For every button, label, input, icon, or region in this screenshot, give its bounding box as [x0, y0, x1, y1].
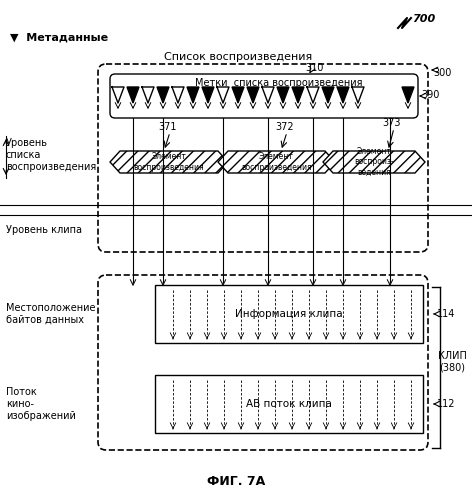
Polygon shape — [218, 151, 335, 173]
Text: 372: 372 — [276, 122, 295, 132]
Text: Элемент
воспроиз-
ведения: Элемент воспроиз- ведения — [354, 147, 394, 177]
Polygon shape — [232, 87, 244, 103]
Polygon shape — [127, 87, 139, 103]
Text: КЛИП
(380): КЛИП (380) — [438, 351, 466, 373]
Polygon shape — [202, 87, 214, 103]
Text: АВ поток клипа: АВ поток клипа — [246, 399, 332, 409]
Text: Поток
кино-
изображений: Поток кино- изображений — [6, 387, 76, 421]
Polygon shape — [322, 87, 334, 103]
Polygon shape — [187, 87, 199, 103]
Text: Элемент
воспроизведения: Элемент воспроизведения — [134, 152, 204, 172]
Bar — [155, 285, 423, 343]
Polygon shape — [157, 87, 169, 103]
Text: 371: 371 — [159, 122, 177, 132]
Text: 112: 112 — [437, 399, 455, 409]
Text: 114: 114 — [437, 309, 455, 319]
Polygon shape — [110, 151, 228, 173]
Text: Метки  списка воспроизведения: Метки списка воспроизведения — [195, 78, 362, 88]
Text: Элемент
воспроизведения: Элемент воспроизведения — [241, 152, 312, 172]
Bar — [155, 375, 423, 433]
Text: 300: 300 — [433, 68, 451, 78]
Polygon shape — [402, 87, 414, 103]
Text: 373: 373 — [383, 118, 401, 128]
Polygon shape — [277, 87, 289, 103]
Text: 700: 700 — [412, 14, 435, 24]
Polygon shape — [337, 87, 349, 103]
Text: Информация клипа: Информация клипа — [235, 309, 343, 319]
Text: Местоположение
байтов данных: Местоположение байтов данных — [6, 303, 95, 325]
Text: Уровень
списка
воспроизведения: Уровень списка воспроизведения — [6, 138, 96, 172]
Text: ▼  Метаданные: ▼ Метаданные — [10, 32, 108, 42]
Polygon shape — [292, 87, 304, 103]
Text: Список воспроизведения: Список воспроизведения — [164, 52, 312, 62]
Text: 390: 390 — [421, 90, 439, 100]
Polygon shape — [323, 151, 425, 173]
Text: ФИГ. 7А: ФИГ. 7А — [207, 475, 265, 488]
Text: Уровень клипа: Уровень клипа — [6, 225, 82, 235]
Polygon shape — [247, 87, 259, 103]
Text: 310: 310 — [305, 63, 323, 73]
